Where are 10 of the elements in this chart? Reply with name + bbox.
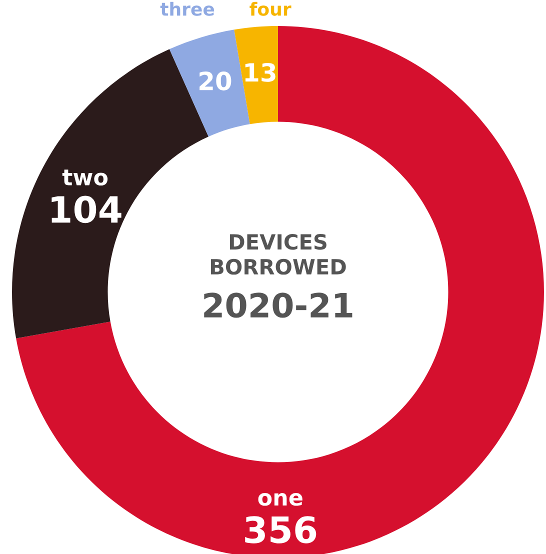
data-label: 356 (245, 516, 316, 544)
data-label: 13 (245, 62, 276, 82)
slice-label: four (250, 2, 292, 16)
text: DEVICES BORROWED (210, 234, 346, 275)
data-label: 20 (200, 72, 232, 90)
data-label: 104 (52, 196, 122, 224)
slice-label: three (160, 2, 214, 16)
slice-label: two (62, 170, 108, 186)
text: 2020-21 (204, 292, 352, 318)
slice-label: one (258, 493, 302, 506)
